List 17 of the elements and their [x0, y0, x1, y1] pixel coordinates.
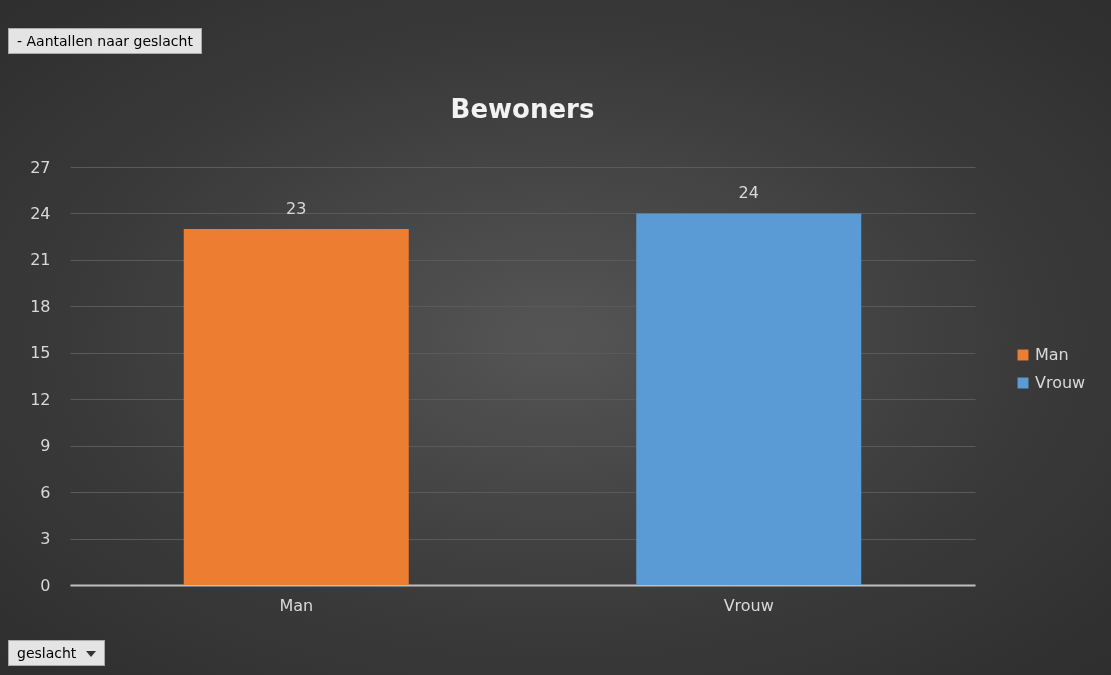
legend-label: Man: [1035, 345, 1069, 364]
y-tick-label: 18: [30, 296, 51, 316]
text: geslacht: [17, 645, 77, 661]
y-tick-label: 21: [30, 250, 51, 270]
y-tick-label: 24: [30, 203, 51, 223]
text: - Aantallen naar geslacht: [17, 33, 193, 49]
legend-label: Vrouw: [1035, 373, 1086, 392]
y-tick-label: 9: [40, 436, 51, 456]
chart-title: Bewoners: [450, 94, 595, 124]
y-tick-label: 12: [30, 389, 51, 409]
y-tick-label: 27: [30, 157, 51, 177]
y-tick-label: 0: [40, 575, 51, 595]
data-label: 24: [738, 183, 759, 203]
y-tick-label: 6: [40, 482, 51, 502]
y-tick-label: 3: [40, 529, 51, 549]
data-label: 23: [286, 198, 307, 218]
y-tick-label: 15: [30, 343, 51, 363]
